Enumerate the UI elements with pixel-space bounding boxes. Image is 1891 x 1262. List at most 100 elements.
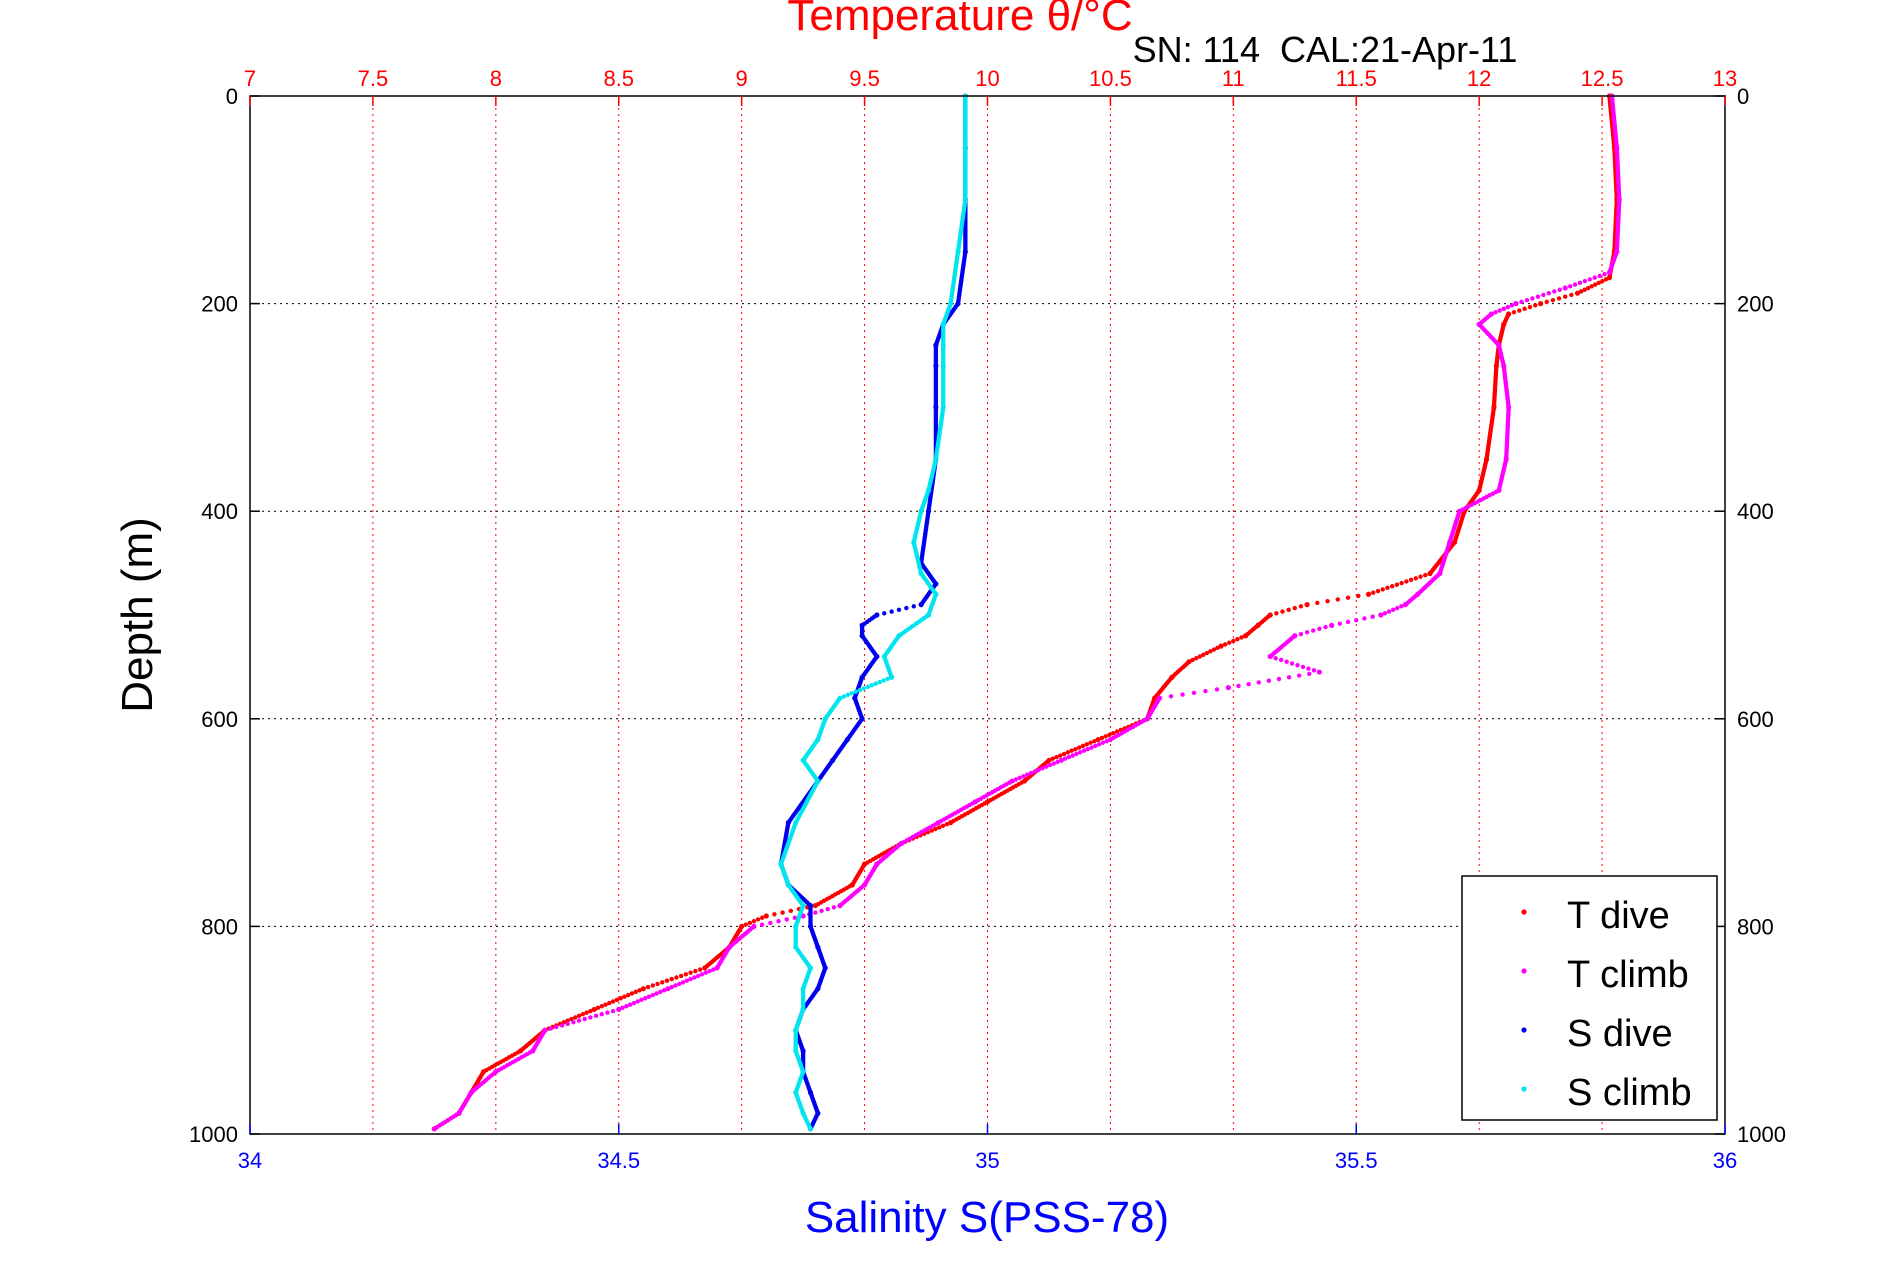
depth-axis-right: 0 200 400 600 800 1000 (1715, 84, 1786, 1147)
data-point (1274, 611, 1279, 616)
data-point (1073, 746, 1078, 752)
data-point (678, 973, 684, 979)
data-point (865, 684, 870, 690)
data-point (697, 967, 703, 972)
data-point (1017, 775, 1022, 781)
data-point (845, 692, 851, 698)
data-point (918, 602, 924, 608)
data-point (869, 683, 874, 688)
data-point (669, 984, 674, 990)
data-point (1225, 685, 1232, 691)
data-point (1074, 751, 1079, 757)
data-point (591, 1006, 597, 1013)
data-point (1307, 671, 1312, 677)
data-point (669, 976, 674, 982)
data-point (1058, 757, 1064, 763)
legend-marker (1521, 968, 1527, 974)
data-point (1511, 310, 1517, 315)
chart-title: Temperature θ/°C (787, 0, 1132, 40)
data-point (599, 1012, 604, 1017)
data-point (618, 996, 623, 1001)
temperature-tick-label: 7.5 (358, 66, 389, 91)
data-point (692, 975, 697, 980)
data-point (565, 1021, 570, 1027)
data-point (624, 1004, 629, 1009)
data-point (1298, 631, 1304, 637)
data-point (1546, 291, 1552, 296)
data-point (1325, 598, 1330, 604)
x-axis-label: Salinity S(PSS-78) (805, 1193, 1169, 1242)
data-point (1080, 743, 1086, 749)
data-point (1054, 754, 1059, 760)
data-point (1423, 572, 1428, 578)
data-point (1311, 668, 1317, 673)
data-point (674, 975, 679, 980)
temperature-tick-label: 10 (975, 66, 999, 91)
data-point (751, 919, 757, 924)
data-point (1382, 611, 1388, 616)
data-point (695, 973, 701, 979)
data-point (948, 820, 954, 826)
data-point (831, 905, 837, 910)
legend-marker (1521, 909, 1527, 915)
data-point (1077, 750, 1083, 755)
data-point (626, 992, 631, 998)
data-point (819, 908, 824, 914)
data-point (1513, 301, 1519, 307)
depth-tick-label: 400 (201, 499, 238, 524)
data-point (1107, 732, 1112, 737)
depth-tick-label: 600 (1737, 707, 1774, 732)
data-point (688, 976, 693, 982)
data-point (1582, 287, 1587, 292)
data-point (1354, 617, 1359, 623)
data-point (1201, 652, 1206, 657)
data-point (707, 968, 712, 974)
data-point (588, 1015, 593, 1020)
data-point (1243, 633, 1249, 639)
data-point (1214, 687, 1220, 692)
data-point (807, 1126, 814, 1132)
data-point (1501, 306, 1506, 311)
data-point (1168, 694, 1174, 699)
temperature-tick-label: 11 (1222, 66, 1245, 91)
data-point (635, 999, 640, 1004)
data-point (1337, 621, 1343, 626)
data-point (660, 980, 665, 985)
legend-label: T dive (1567, 895, 1670, 937)
data-point (680, 980, 686, 985)
data-point (1273, 656, 1278, 661)
data-point (1390, 607, 1396, 613)
salinity-tick-label: 34 (238, 1148, 262, 1173)
data-point (1527, 304, 1533, 310)
data-point (1602, 271, 1607, 277)
temperature-tick-label: 10.5 (1089, 66, 1132, 91)
data-point (1505, 304, 1511, 310)
data-point (1385, 585, 1390, 591)
series-t-climb (431, 93, 1622, 1132)
data-point (1028, 770, 1034, 776)
data-point (593, 1013, 599, 1019)
data-point (1356, 593, 1361, 599)
data-point (1593, 282, 1598, 287)
data-point (673, 983, 678, 988)
data-point (639, 997, 644, 1003)
data-point (1215, 645, 1220, 651)
depth-tick-label: 200 (1737, 292, 1774, 317)
data-point (1427, 570, 1433, 577)
data-point (1203, 688, 1208, 694)
temperature-tick-label: 8 (490, 66, 502, 91)
data-point (776, 919, 781, 924)
data-point (1021, 774, 1026, 779)
data-point (929, 828, 934, 833)
data-point (1597, 273, 1602, 279)
data-point (1289, 661, 1295, 666)
data-point (1280, 609, 1285, 614)
data-point (1025, 772, 1030, 777)
data-point (881, 678, 886, 683)
data-point (1589, 284, 1594, 289)
data-point (813, 910, 818, 915)
data-point (1323, 624, 1328, 630)
data-point (1572, 282, 1578, 287)
data-point (1550, 297, 1556, 303)
data-point (1596, 280, 1602, 286)
